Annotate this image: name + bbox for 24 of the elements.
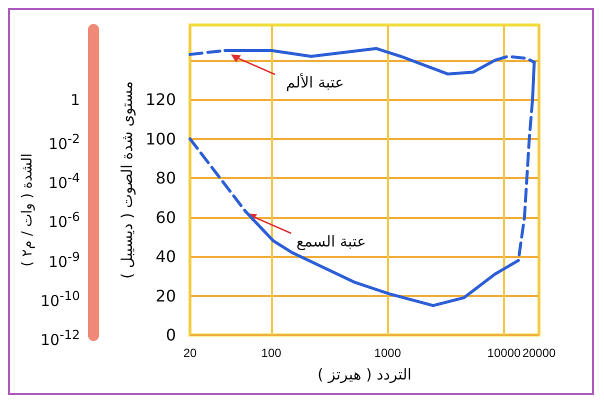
y-tick-label: 0 <box>166 326 176 344</box>
annotation: عتبة الألم <box>286 72 344 92</box>
y-axis-title: مستوى شدة الصوت ( ديسيبل ) <box>118 81 136 279</box>
y-tick-label: 100 <box>145 129 176 148</box>
x-tick-label: 1000 <box>374 346 402 360</box>
annotation: عتبة السمع <box>296 232 366 250</box>
text: 10$^{-12}$ <box>40 326 80 350</box>
x-tick-label: 10000 <box>487 346 521 360</box>
y-tick-label: 120 <box>145 90 176 110</box>
text: 1 <box>70 90 80 110</box>
y-tick-label: 20 <box>156 286 176 306</box>
x-axis-title: التردد ( هيرتز ) <box>317 366 412 384</box>
x-tick-label: 20 <box>183 346 197 360</box>
text: 10$^{-4}$ <box>48 169 80 194</box>
x-tick-label: 100 <box>261 346 282 360</box>
text: الشدة ( وات / م٢ ) <box>20 153 36 267</box>
text: 10$^{-10}$ <box>40 286 80 311</box>
y-tick-label: 80 <box>156 168 176 188</box>
text: 10$^{-2}$ <box>48 130 80 154</box>
y-tick-label: 60 <box>156 208 176 227</box>
text: 10$^{-9}$ <box>48 248 80 272</box>
y-tick-label: 40 <box>156 247 176 266</box>
x-tick-label: 20000 <box>522 346 556 360</box>
text: 10$^{-6}$ <box>48 208 80 232</box>
